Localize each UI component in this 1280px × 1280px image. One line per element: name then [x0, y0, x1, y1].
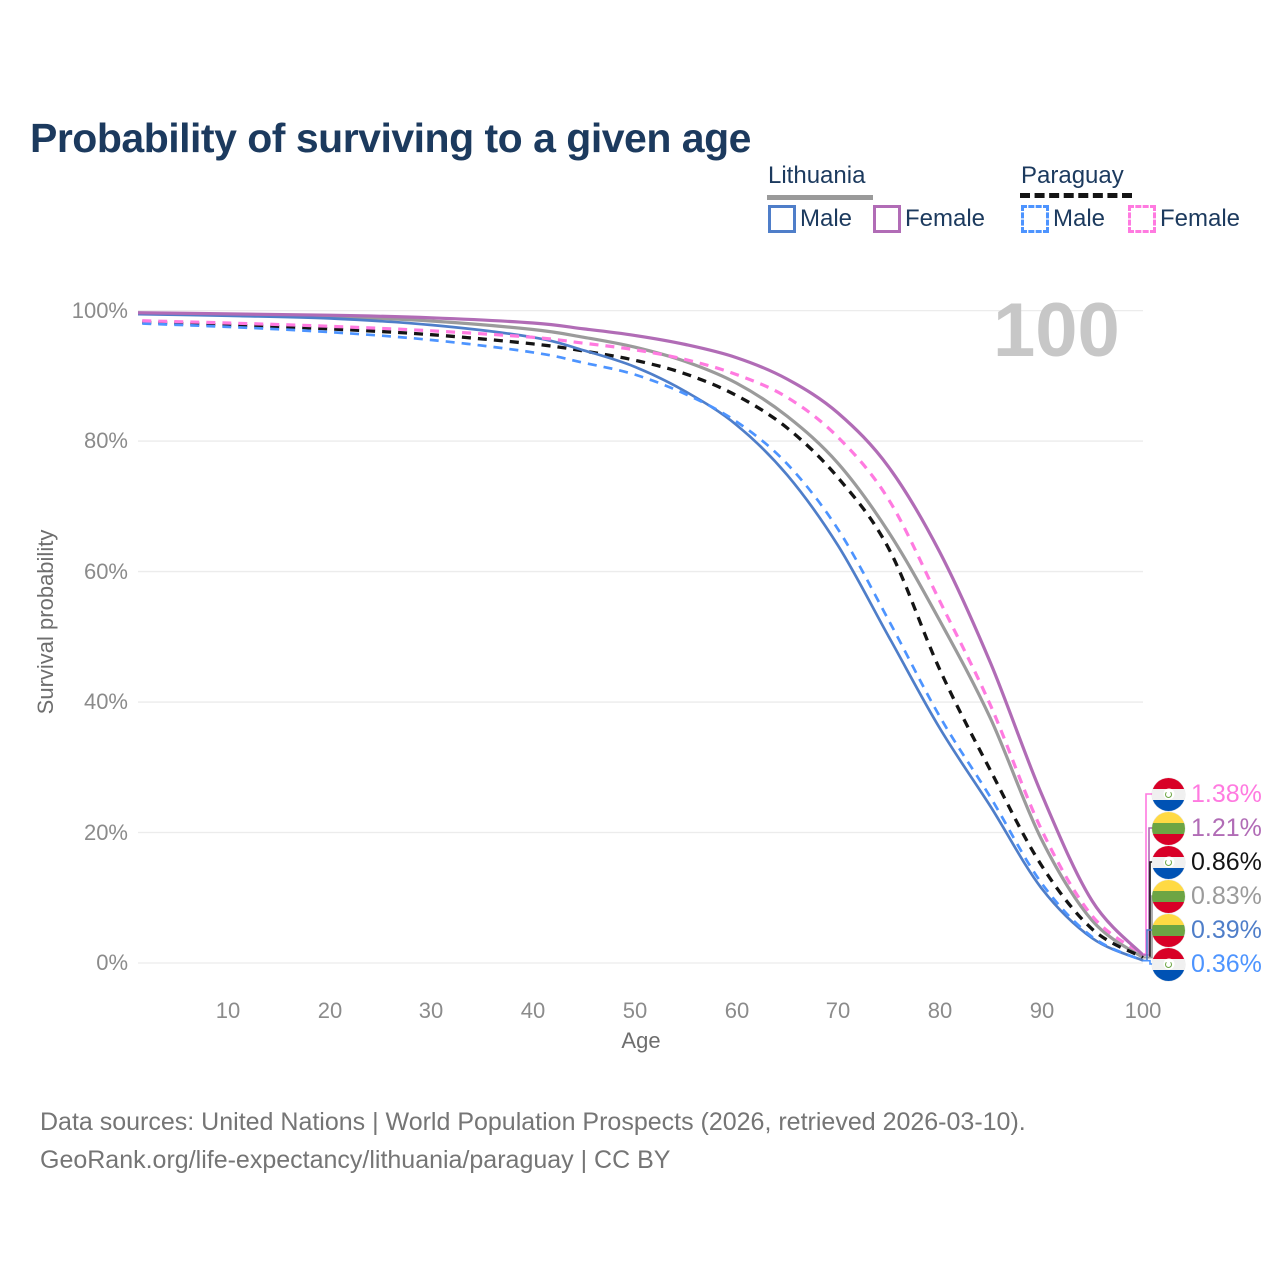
data-source-caption: Data sources: United Nations | World Pop… — [40, 1103, 1026, 1179]
series-line-lithuania-both-sexes — [138, 311, 1144, 959]
page-title: Probability of surviving to a given age — [30, 115, 751, 162]
end-value: 0.83% — [1191, 882, 1262, 910]
x-axis-title: Age — [621, 1028, 661, 1053]
series-line-paraguay-both-sexes — [138, 320, 1144, 959]
x-tick-40: 40 — [520, 998, 546, 1023]
paraguay-flag-icon — [1152, 845, 1185, 879]
end-value: 1.21% — [1191, 814, 1262, 842]
legend-item-label: Male — [800, 205, 853, 232]
x-tick-20: 20 — [317, 998, 343, 1023]
x-tick-60: 60 — [724, 998, 750, 1023]
lithuania-flag-icon — [1152, 811, 1185, 845]
x-tick-30: 30 — [418, 998, 444, 1023]
y-tick-100: 100% — [71, 298, 128, 323]
end-label-lithuania-male: 0.39% — [1152, 913, 1262, 947]
end-label-paraguay-total: 0.86% — [1152, 845, 1262, 879]
series-line-lithuania-female — [138, 311, 1145, 957]
legend-item-label: Female — [905, 205, 986, 232]
paraguay-female-swatch-icon — [1128, 205, 1156, 233]
caption-line-2: GeoRank.org/life-expectancy/lithuania/pa… — [40, 1146, 671, 1174]
y-tick-60: 60% — [83, 559, 128, 584]
series-line-lithuania-male — [138, 312, 1144, 962]
legend-item-lithuania-female[interactable]: Female — [873, 205, 985, 233]
series-line-paraguay-male — [138, 322, 1144, 962]
x-tick-50: 50 — [622, 998, 648, 1023]
y-tick-0: 0% — [96, 950, 128, 975]
lithuania-flag-icon — [1152, 913, 1185, 947]
leader-line-5 — [1143, 959, 1153, 965]
x-tick-70: 70 — [825, 998, 851, 1023]
end-label-paraguay-male: 0.36% — [1152, 947, 1262, 981]
x-tick-90: 90 — [1029, 998, 1055, 1023]
y-tick-20: 20% — [83, 820, 128, 845]
lithuania-female-swatch-icon — [873, 205, 901, 233]
legend-group-paraguay-label: Paraguay — [1021, 162, 1124, 189]
end-value: 0.36% — [1191, 950, 1262, 978]
paraguay-male-swatch-icon — [1021, 205, 1049, 233]
lithuania-male-swatch-icon — [768, 205, 796, 233]
caption-line-1: Data sources: United Nations | World Pop… — [40, 1108, 1026, 1136]
legend-group-lithuania-label: Lithuania — [768, 162, 866, 189]
x-tick-10: 10 — [215, 998, 241, 1023]
legend-item-label: Female — [1160, 205, 1241, 232]
end-label-lithuania-total: 0.83% — [1152, 879, 1262, 913]
end-label-paraguay-female: 1.38% — [1152, 777, 1262, 811]
legend-lithuania-line-swatch — [767, 195, 873, 200]
end-label-lithuania-female: 1.21% — [1152, 811, 1262, 845]
end-value: 0.39% — [1191, 916, 1262, 944]
legend-item-paraguay-male[interactable]: Male — [1021, 205, 1105, 233]
end-value: 1.38% — [1191, 780, 1262, 808]
paraguay-flag-icon — [1152, 947, 1185, 981]
end-value: 0.86% — [1191, 848, 1262, 876]
legend-item-lithuania-male[interactable]: Male — [768, 205, 852, 233]
hovered-age-watermark: 100 — [993, 288, 1120, 373]
series-line-paraguay-female — [138, 319, 1144, 956]
paraguay-flag-icon — [1152, 777, 1185, 811]
x-tick-100: 100 — [1124, 998, 1162, 1023]
legend-item-paraguay-female[interactable]: Female — [1128, 205, 1240, 233]
leader-line-0 — [1143, 793, 1153, 955]
x-tick-80: 80 — [927, 998, 953, 1023]
lithuania-flag-icon — [1152, 879, 1185, 913]
legend-item-label: Male — [1053, 205, 1106, 232]
y-tick-80: 80% — [83, 428, 128, 453]
legend-paraguay-line-swatch — [1020, 193, 1132, 198]
leader-line-1 — [1143, 827, 1153, 956]
y-tick-40: 40% — [83, 689, 128, 714]
